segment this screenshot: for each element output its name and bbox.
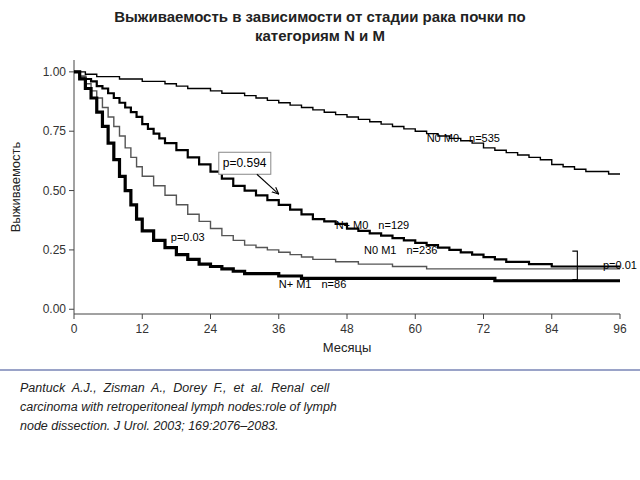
x-tick bbox=[210, 314, 211, 319]
y-axis-label: Выживаемость bbox=[8, 141, 23, 232]
curve-label: N0 M0 bbox=[427, 132, 459, 144]
y-axis-line bbox=[74, 60, 75, 314]
x-axis-label: Месяцы bbox=[323, 340, 372, 355]
curve-label: N+ M1 bbox=[279, 278, 312, 290]
annotation-box bbox=[219, 152, 271, 174]
x-tick bbox=[551, 314, 552, 319]
curve-label: N+ M0 bbox=[336, 219, 369, 231]
x-tick bbox=[74, 314, 75, 319]
annotation-bracket bbox=[572, 251, 577, 279]
title-line: категориям N и М bbox=[255, 27, 385, 44]
y-tick bbox=[69, 309, 74, 310]
x-tick bbox=[278, 314, 279, 319]
annotation: p=0.01 bbox=[603, 259, 637, 271]
x-tick-label: 48 bbox=[340, 322, 354, 336]
caption-line: node dissection. J Urol. 2003; 169:2076–… bbox=[20, 419, 279, 433]
survival-curve bbox=[74, 72, 620, 267]
caption-line: carcinoma with retroperitoneal lymph nod… bbox=[20, 400, 337, 414]
annotation: p=0.594 bbox=[223, 156, 267, 170]
y-tick bbox=[69, 249, 74, 250]
x-tick bbox=[483, 314, 484, 319]
survival-curve bbox=[74, 72, 620, 174]
x-tick-label: 24 bbox=[204, 322, 218, 336]
x-tick bbox=[620, 314, 621, 319]
survival-curve bbox=[74, 72, 620, 281]
y-tick-label: 0.50 bbox=[43, 184, 67, 198]
y-tick bbox=[69, 131, 74, 132]
curves bbox=[74, 72, 620, 281]
y-tick-label: 0.25 bbox=[43, 243, 67, 257]
x-tick bbox=[142, 314, 143, 319]
separator bbox=[0, 369, 640, 371]
x-tick-label: 36 bbox=[272, 322, 286, 336]
curve-label: N0 M1 bbox=[364, 244, 396, 256]
annotation: p=0.03 bbox=[171, 231, 205, 243]
curve-n: n=535 bbox=[469, 132, 500, 144]
x-tick-label: 96 bbox=[613, 322, 627, 336]
y-tick-label: 0.75 bbox=[43, 124, 67, 138]
title: Выживаемость в зависимости от стадии рак… bbox=[114, 8, 526, 44]
caption-line: Pantuck A.J., Zisman A., Dorey F., et al… bbox=[20, 381, 331, 395]
caption: Pantuck A.J., Zisman A., Dorey F., et al… bbox=[20, 381, 337, 433]
y-tick bbox=[69, 190, 74, 191]
y-tick-label: 0.00 bbox=[43, 302, 67, 316]
y-tick-label: 1.00 bbox=[43, 65, 67, 79]
x-tick bbox=[415, 314, 416, 319]
x-tick-label: 12 bbox=[136, 322, 150, 336]
x-tick-label: 84 bbox=[545, 322, 559, 336]
y-tick bbox=[69, 71, 74, 72]
curve-n: n=236 bbox=[406, 244, 437, 256]
curve-n: n=129 bbox=[378, 219, 409, 231]
curve-n: n=86 bbox=[321, 278, 346, 290]
annotation-arrow bbox=[257, 174, 279, 194]
x-tick-label: 0 bbox=[71, 322, 78, 336]
x-tick bbox=[347, 314, 348, 319]
x-tick-label: 60 bbox=[409, 322, 423, 336]
chart: Выживаемость в зависимости от стадии рак… bbox=[0, 0, 640, 480]
x-tick-label: 72 bbox=[477, 322, 491, 336]
title-line: Выживаемость в зависимости от стадии рак… bbox=[114, 8, 526, 25]
